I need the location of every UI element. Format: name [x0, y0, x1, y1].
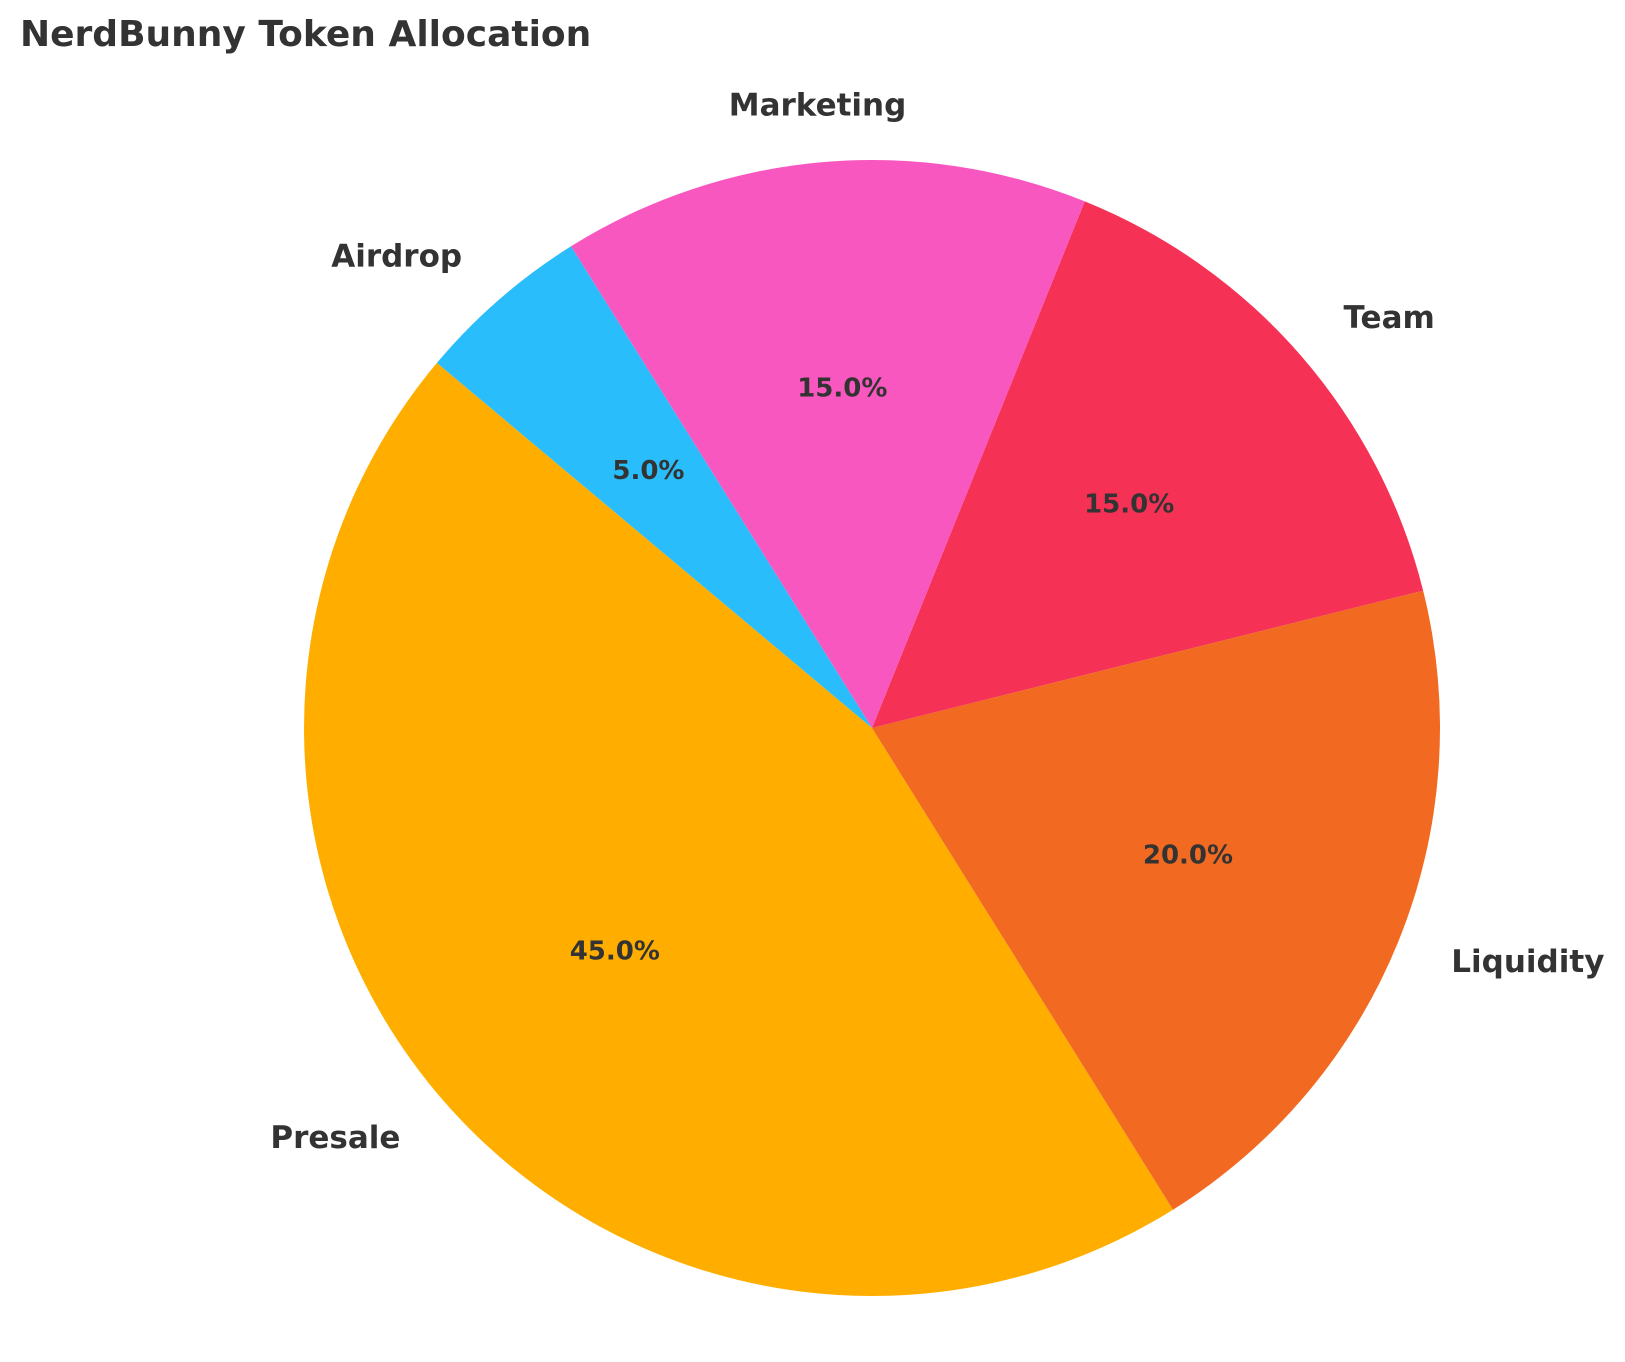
slice-airdrop [436, 246, 872, 728]
value-label-presale: 45.0% [570, 937, 660, 967]
category-label-marketing: Marketing [729, 88, 907, 124]
value-label-team: 15.0% [1084, 489, 1174, 519]
value-label-marketing: 15.0% [797, 374, 887, 404]
value-label-airdrop: 5.0% [612, 456, 684, 486]
slice-liquidity [872, 590, 1441, 1210]
chart-title: NerdBunny Token Allocation [20, 14, 592, 55]
category-label-presale: Presale [270, 1120, 400, 1156]
slice-marketing [571, 160, 1085, 729]
category-label-liquidity: Liquidity [1451, 944, 1604, 980]
slice-presale [304, 362, 1173, 1296]
category-label-airdrop: Airdrop [331, 238, 462, 274]
category-label-team: Team [1344, 300, 1435, 336]
pie-slices [304, 160, 1441, 1296]
slice-team [872, 201, 1424, 729]
pie-labels: Presale 45.0% Liquidity 20.0% Team 15.0% Marke… [270, 88, 1604, 1156]
value-label-liquidity: 20.0% [1143, 841, 1233, 871]
